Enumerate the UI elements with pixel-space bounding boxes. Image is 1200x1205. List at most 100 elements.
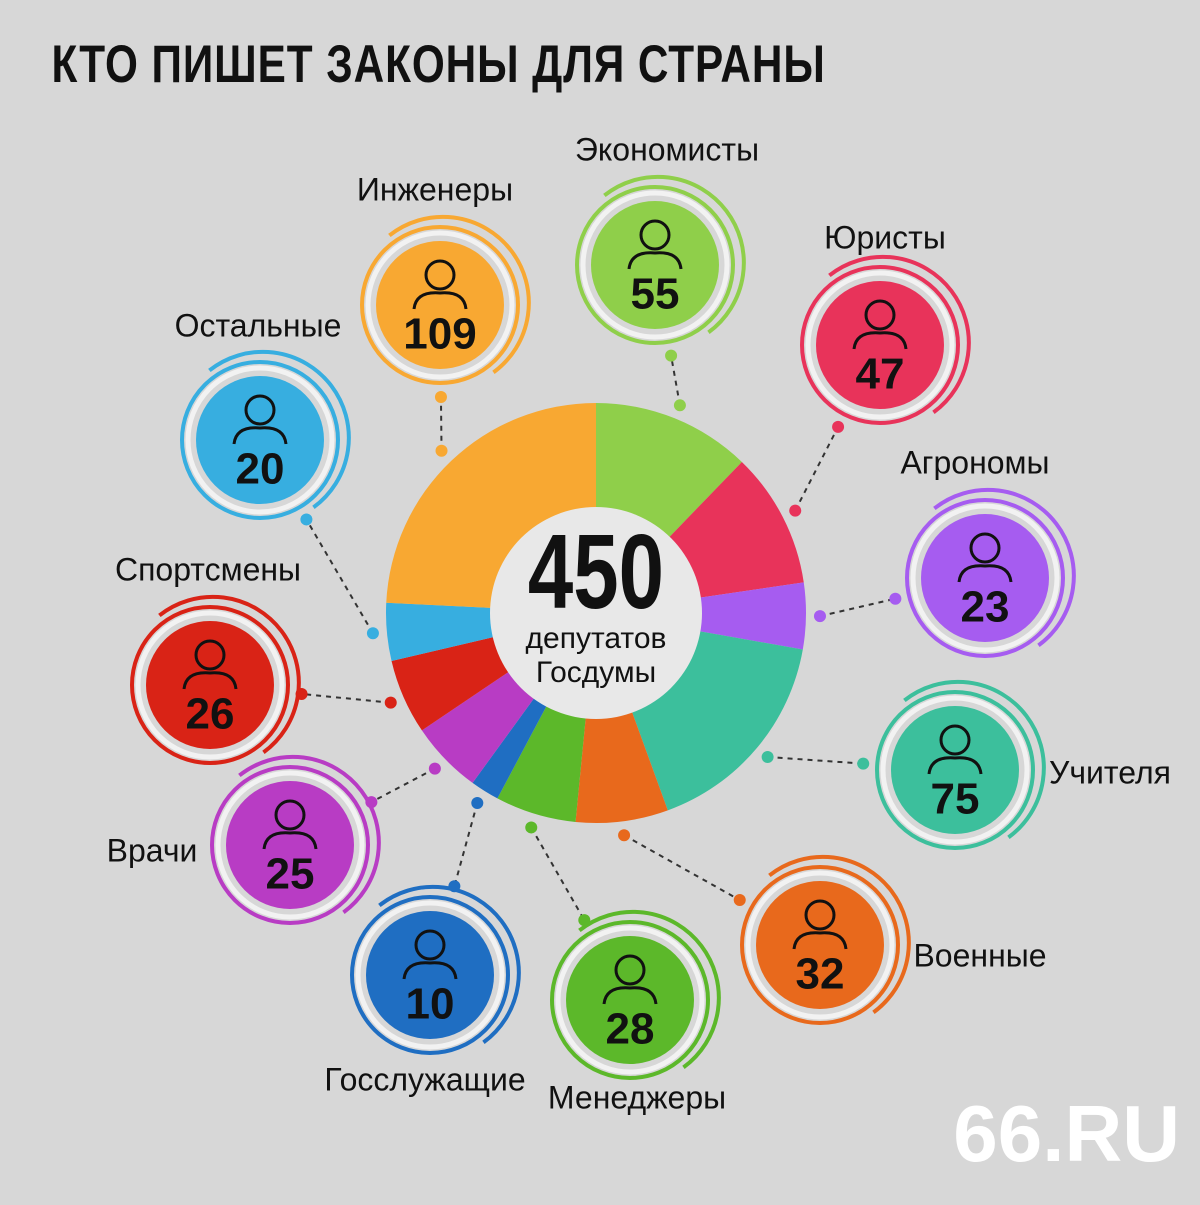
value-label: 23 [961,583,1010,632]
icon-head [424,259,456,291]
donut-slice [421,668,538,783]
category-label: Экономисты [575,131,759,167]
donut-slice [472,693,550,799]
connector-dot [761,750,774,763]
value-label: 55 [631,270,680,319]
total-value: 450 [528,513,664,630]
icon-body [627,251,683,270]
icon-body [262,831,318,850]
connector-dot [789,504,802,517]
category-label: Агрономы [900,444,1049,480]
icon-head [969,532,1001,564]
connector-dot [471,796,484,809]
badge [591,201,719,329]
donut-slice [596,403,742,542]
connector-dot [525,821,538,834]
ring [180,360,340,520]
ring [355,900,505,1050]
category-label: Юристы [824,219,946,255]
badge [891,706,1019,834]
badge [921,514,1049,642]
connector-dot [813,610,826,623]
icon-head [414,929,446,961]
ring [350,895,510,1055]
ring-arc [238,754,381,914]
donut-hole [490,507,702,719]
icon-head [194,639,226,671]
connector-dot [733,894,746,907]
ring [740,865,900,1025]
ring-arc [933,487,1076,647]
ring [575,185,735,345]
ring [555,925,705,1075]
ring [130,605,290,765]
ring [905,498,1065,658]
connector-dot [435,444,448,457]
badge [366,911,494,1039]
connector-dot [665,349,678,362]
icon-head [244,394,276,426]
icon-body [927,756,983,775]
ring [910,503,1060,653]
icon-head [939,724,971,756]
value-label: 20 [236,445,285,494]
ring-arc [388,214,531,374]
value-label: 10 [406,980,455,1029]
badge [756,881,884,1009]
value-label: 32 [796,950,845,999]
connector-line [439,396,443,451]
ring [550,920,710,1080]
value-label: 25 [266,850,315,899]
connectors [295,349,902,927]
icon-head [864,299,896,331]
value-label: 109 [403,310,476,359]
badge [146,621,274,749]
value-label: 47 [856,350,905,399]
connector-line [819,597,896,618]
icon-body [232,426,288,445]
badge [566,936,694,1064]
value-label: 75 [931,775,980,824]
badge [816,281,944,409]
connector-dot [673,399,686,412]
connector-dot [618,829,631,842]
icon-head [274,799,306,831]
connector-dot [428,762,441,775]
ring [215,770,365,920]
icon-head [614,954,646,986]
donut-slice [694,582,806,650]
ring [805,270,955,420]
ring-arc [208,349,351,509]
category-label: Менеджеры [548,1079,726,1115]
connector-line [530,826,586,921]
connector-dot [384,696,397,709]
category-label: Спортсмены [115,551,301,587]
category-label: Учителя [1049,754,1171,790]
value-label: 28 [606,1005,655,1054]
icon-body [792,931,848,950]
ring-arc [378,884,521,1044]
ring [580,190,730,340]
connector-line [623,834,741,901]
icon-body [957,564,1013,583]
ring [745,870,895,1020]
donut-slice [386,602,499,661]
ring-arc [768,854,911,1014]
badge [196,376,324,504]
connector-dot [434,390,447,403]
donut-slice [391,635,514,731]
connector-line [305,518,374,634]
ring [880,695,1030,845]
ring-arc [578,909,721,1069]
donut [386,403,806,823]
ring [365,230,515,380]
donut-slice [630,630,803,811]
connector-dot [832,420,845,433]
ring-arc [158,594,301,754]
connector-dot [857,757,870,770]
icon-body [182,671,238,690]
category-label: Инженеры [357,171,513,207]
ring [875,690,1035,850]
ring-arc [828,254,971,414]
total-label: Госдумы [536,656,656,689]
